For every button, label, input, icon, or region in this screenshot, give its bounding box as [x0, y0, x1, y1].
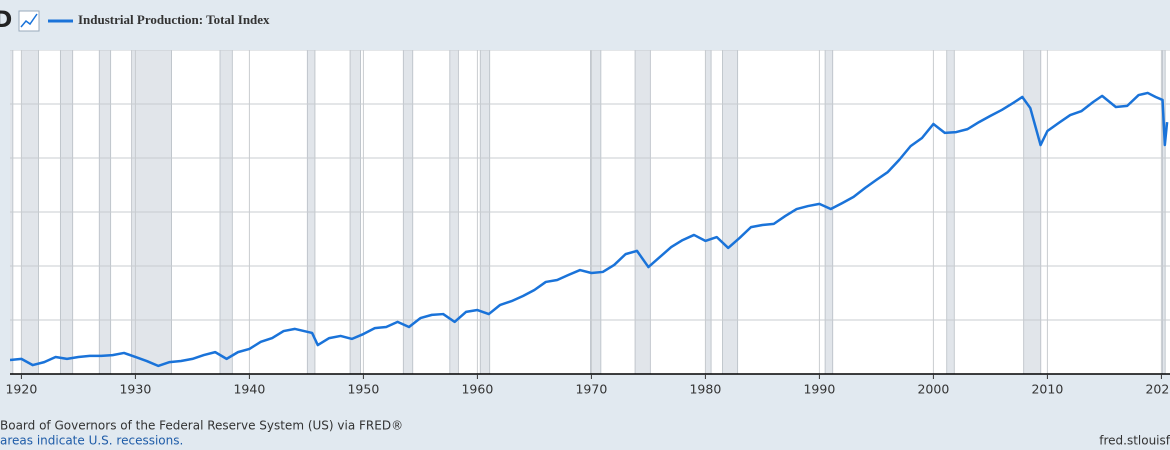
legend-label: Industrial Production: Total Index [78, 12, 270, 27]
series-line [10, 91, 1169, 368]
x-tick-label: 1930 [119, 382, 151, 397]
x-tick-label: 1940 [233, 382, 265, 397]
x-tick-label: 2000 [917, 382, 949, 397]
source: Board of Governors of the Federal Reserv… [0, 419, 403, 433]
plot [10, 50, 1170, 374]
graph-icon[interactable] [18, 10, 40, 32]
x-tick-label: 1990 [803, 382, 835, 397]
x-tick-label: 2010 [1031, 382, 1063, 397]
x-tick-label: 1970 [575, 382, 607, 397]
x-tick-label: 1920 [5, 382, 37, 397]
x-tick-label: 2020 [1145, 382, 1170, 397]
recession-note[interactable]: areas indicate U.S. recessions. [0, 434, 183, 448]
graph-icon-line [20, 13, 38, 28]
x-tick-label: 1960 [461, 382, 493, 397]
x-tick-label: 1980 [689, 382, 721, 397]
site-link[interactable]: fred.stlouisf [1099, 434, 1170, 448]
logo-fragment: D [0, 8, 12, 33]
x-tick-label: 1950 [347, 382, 379, 397]
x-labels: 1920 1930 1940 1950 1960 1970 1980 1990 2000 2010… [5, 374, 1170, 397]
